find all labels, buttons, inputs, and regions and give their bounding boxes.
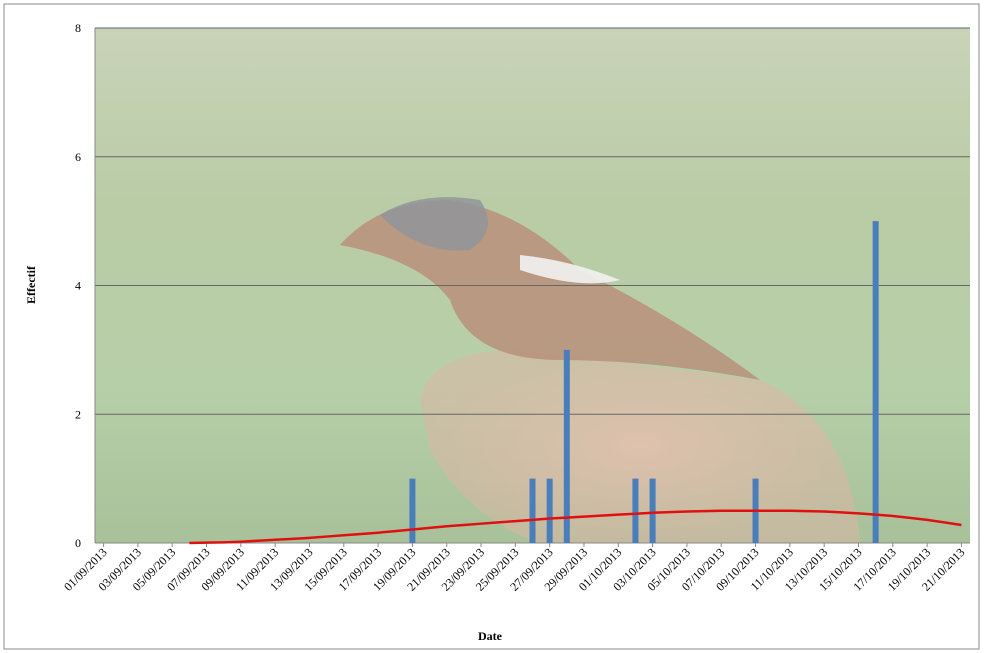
y-axis-label: Effectif xyxy=(24,265,38,304)
bar xyxy=(872,221,879,543)
y-tick-label: 2 xyxy=(75,407,81,421)
y-tick-label: 8 xyxy=(75,21,81,35)
bar xyxy=(529,478,536,543)
bar xyxy=(563,349,570,543)
bar xyxy=(409,478,416,543)
y-tick-label: 4 xyxy=(75,279,81,293)
bar xyxy=(546,478,553,543)
trend-line xyxy=(189,509,962,545)
bar xyxy=(649,478,656,543)
bar xyxy=(632,478,639,543)
x-axis-label: Date xyxy=(478,629,503,643)
y-tick-label: 0 xyxy=(75,536,81,550)
y-tick-label: 6 xyxy=(75,150,81,164)
